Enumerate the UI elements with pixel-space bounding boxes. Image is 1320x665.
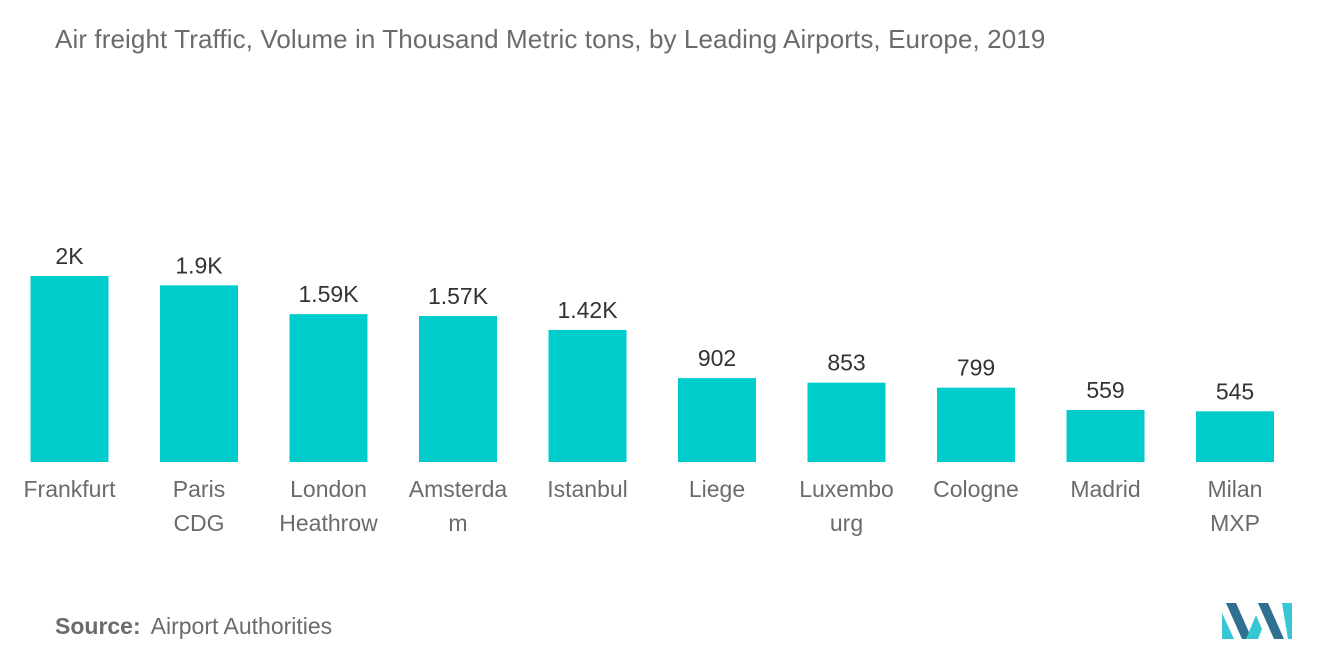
chart-title: Air freight Traffic, Volume in Thousand … bbox=[55, 24, 1046, 54]
x-tick-label-line: Paris bbox=[173, 476, 225, 502]
data-label: 1.42K bbox=[557, 297, 618, 323]
x-tick-label: Madrid bbox=[1070, 476, 1140, 502]
x-tick-label: Luxembo urg bbox=[799, 476, 894, 536]
x-tick-label-line: Cologne bbox=[933, 476, 1019, 502]
data-labels-layer: 2K 1.9K 1.59K 1.57K 1.42K 902 853 799 559 545 bbox=[55, 243, 1254, 404]
bars-layer bbox=[30, 276, 1274, 462]
x-tick-label: Amsterda m bbox=[409, 476, 508, 536]
x-tick-label: Istanbul bbox=[547, 476, 628, 502]
x-tick-label-line: Heathrow bbox=[279, 510, 378, 536]
x-tick-label: London Heathrow bbox=[279, 476, 378, 536]
bar-liege bbox=[678, 378, 756, 462]
bar-frankfurt bbox=[30, 276, 109, 462]
bar-milan-mxp bbox=[1196, 411, 1274, 462]
bar-london-heathrow bbox=[289, 314, 368, 462]
x-tick-label-line: Frankfurt bbox=[23, 476, 116, 502]
source-note: Source: Airport Authorities bbox=[55, 613, 332, 640]
data-label: 1.57K bbox=[428, 283, 489, 309]
x-tick-label-line: CDG bbox=[173, 510, 224, 536]
data-label: 1.9K bbox=[175, 252, 223, 278]
source-text: Airport Authorities bbox=[150, 613, 333, 639]
x-tick-label: Liege bbox=[689, 476, 745, 502]
bar-luxembourg bbox=[807, 382, 886, 462]
data-label: 559 bbox=[1086, 377, 1124, 403]
x-tick-label: Paris CDG bbox=[173, 476, 225, 536]
data-label: 853 bbox=[827, 350, 865, 376]
x-tick-label: Milan MXP bbox=[1208, 476, 1263, 536]
x-tick-label: Frankfurt bbox=[23, 476, 116, 502]
bar-cologne bbox=[937, 387, 1015, 462]
bar-paris-cdg bbox=[160, 285, 238, 462]
x-tick-label-line: MXP bbox=[1210, 510, 1260, 536]
x-tick-label-line: London bbox=[290, 476, 367, 502]
data-label: 545 bbox=[1216, 378, 1254, 404]
source-label: Source: bbox=[55, 613, 141, 639]
brand-logo-icon bbox=[1222, 603, 1292, 639]
data-label: 1.59K bbox=[298, 281, 359, 307]
x-tick-label-line: Milan bbox=[1208, 476, 1263, 502]
x-tick-label-line: Istanbul bbox=[547, 476, 628, 502]
bar-chart: 2K 1.9K 1.59K 1.57K 1.42K 902 853 799 559 545 Fra… bbox=[23, 243, 1274, 536]
bar-amsterdam bbox=[419, 315, 497, 462]
x-tick-label-line: Madrid bbox=[1070, 476, 1140, 502]
bar-istanbul bbox=[548, 329, 627, 462]
x-tick-label-line: m bbox=[448, 510, 467, 536]
data-label: 799 bbox=[957, 355, 995, 381]
x-tick-label-line: urg bbox=[830, 510, 863, 536]
x-tick-label-line: Luxembo bbox=[799, 476, 894, 502]
data-label: 902 bbox=[698, 345, 736, 371]
x-tick-label-line: Amsterda bbox=[409, 476, 508, 502]
x-tick-labels-layer: Frankfurt Paris CDG London Heathrow Amsterda m… bbox=[23, 476, 1262, 536]
data-label: 2K bbox=[55, 243, 84, 269]
x-tick-label: Cologne bbox=[933, 476, 1019, 502]
bar-madrid bbox=[1066, 410, 1145, 462]
x-tick-label-line: Liege bbox=[689, 476, 745, 502]
